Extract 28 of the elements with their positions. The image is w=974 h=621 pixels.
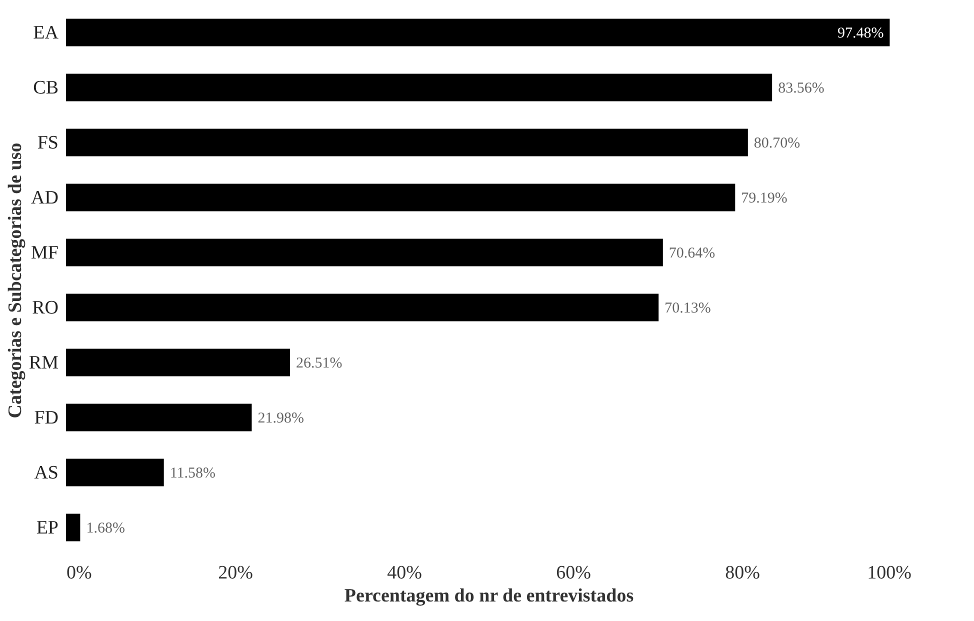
y-tick-label: EA [33,22,59,44]
y-axis-title: Categorias e Subcategorias de uso [4,142,26,418]
y-tick-label: FS [37,132,58,154]
data-label: 70.13% [664,300,711,316]
y-tick-label: RO [32,298,58,318]
y-tick-label: AS [34,462,58,484]
data-label: 26.51% [296,356,342,372]
x-tick-label: 100% [867,562,912,584]
data-label: 97.48% [837,26,884,42]
data-label: 83.56% [778,80,824,96]
data-label: 11.58% [170,466,216,482]
data-label: 1.68% [86,520,125,536]
x-tick-label: 80% [725,562,760,584]
data-label: 70.64% [668,246,716,262]
data-label: 80.70% [754,136,800,152]
x-tick-label: 60% [556,562,592,584]
x-tick-label: 20% [218,562,254,584]
y-tick-label: CB [33,78,58,98]
y-tick-label: FD [34,408,58,428]
y-tick-label: RM [28,352,59,374]
y-tick-label: EP [36,518,58,538]
y-tick-label: AD [31,188,58,208]
data-label: 21.98% [258,410,304,426]
x-axis-title: Percentagem do nr de entrevistados [344,586,634,606]
x-tick-label: 40% [387,562,422,584]
x-tick-label: 0% [66,562,92,584]
y-tick-label: MF [31,242,58,264]
data-label: 79.19% [741,190,788,206]
